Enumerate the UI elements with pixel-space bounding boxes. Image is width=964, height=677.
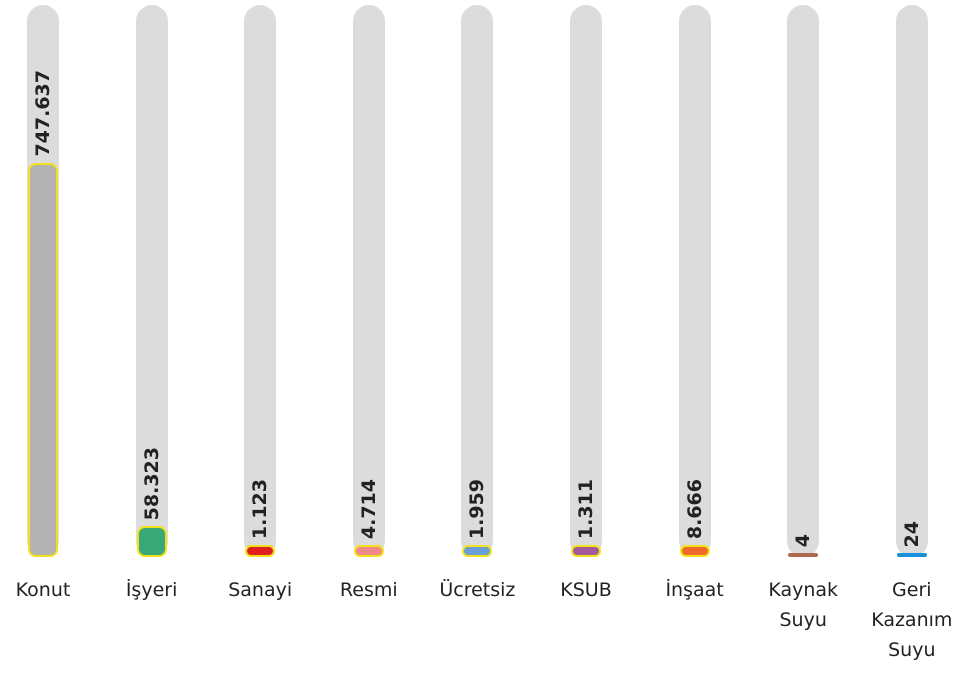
- bar: [136, 526, 167, 557]
- x-tick-label: Resmi: [339, 579, 398, 601]
- bar-track: [787, 5, 820, 557]
- bar: [571, 545, 601, 557]
- bar: [353, 545, 384, 557]
- bar-track: [244, 5, 277, 557]
- bar-track: [135, 5, 168, 557]
- bar: [28, 162, 58, 557]
- x-tick-label: Ücretsiz: [439, 579, 516, 601]
- x-tick-label: KSUB: [560, 579, 612, 601]
- bar-track: [461, 5, 494, 557]
- value-label: 1.123: [249, 478, 272, 539]
- value-label: 4.714: [357, 478, 380, 539]
- bar-track: [352, 5, 385, 557]
- value-label: 58.323: [140, 446, 163, 521]
- bar: [896, 553, 927, 557]
- bar-track: [570, 5, 602, 557]
- value-label: 1.959: [466, 478, 489, 539]
- x-tick-label: Geri Kazanım Suyu: [871, 579, 953, 661]
- x-tick-label: Konut: [15, 579, 71, 601]
- bar: [462, 545, 493, 557]
- value-label: 1.311: [575, 478, 597, 539]
- value-label: 24: [900, 520, 923, 547]
- bar: [679, 545, 710, 557]
- x-tick-label: İnşaat: [665, 579, 724, 601]
- x-tick-label: Kaynak Suyu: [768, 579, 839, 631]
- bar: [788, 553, 819, 557]
- value-label: 747.637: [32, 70, 54, 157]
- value-label: 4: [792, 533, 815, 547]
- bar-track: [895, 5, 928, 557]
- bar-track: [678, 5, 711, 557]
- value-label: 8.666: [683, 478, 706, 539]
- bar: [245, 545, 276, 557]
- x-tick-label: İşyeri: [125, 579, 178, 601]
- x-tick-label: Sanayi: [228, 579, 293, 601]
